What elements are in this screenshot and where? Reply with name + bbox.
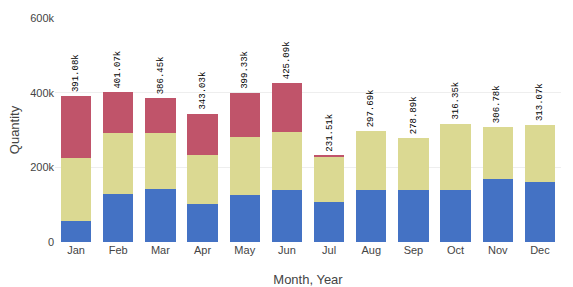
svg-text:231.51k: 231.51k bbox=[325, 114, 335, 152]
svg-text:316.35k: 316.35k bbox=[451, 82, 461, 120]
svg-text:399.33k: 399.33k bbox=[240, 51, 250, 89]
svg-text:391.08k: 391.08k bbox=[71, 54, 81, 92]
svg-text:May: May bbox=[234, 244, 255, 256]
svg-text:Feb: Feb bbox=[109, 244, 128, 256]
svg-text:600k: 600k bbox=[30, 12, 54, 24]
svg-text:Mar: Mar bbox=[151, 244, 170, 256]
svg-text:Dec: Dec bbox=[530, 244, 550, 256]
svg-text:Apr: Apr bbox=[194, 244, 211, 256]
svg-text:Month, Year: Month, Year bbox=[273, 272, 343, 287]
svg-text:400k: 400k bbox=[30, 87, 54, 99]
svg-text:313.07k: 313.07k bbox=[535, 83, 545, 121]
svg-text:386.45k: 386.45k bbox=[156, 56, 166, 94]
svg-text:Aug: Aug bbox=[361, 244, 381, 256]
svg-text:278.89k: 278.89k bbox=[409, 96, 419, 134]
svg-text:425.09k: 425.09k bbox=[282, 41, 292, 79]
svg-text:297.69k: 297.69k bbox=[366, 90, 376, 128]
svg-text:Jun: Jun bbox=[278, 244, 296, 256]
svg-text:Jul: Jul bbox=[322, 244, 336, 256]
svg-text:Quantity: Quantity bbox=[7, 105, 22, 154]
svg-text:Jan: Jan bbox=[67, 244, 85, 256]
svg-text:Sep: Sep bbox=[404, 244, 424, 256]
svg-text:343.03k: 343.03k bbox=[198, 72, 208, 110]
svg-text:401.07k: 401.07k bbox=[113, 51, 123, 89]
svg-text:306.78k: 306.78k bbox=[492, 85, 502, 123]
svg-text:200k: 200k bbox=[30, 161, 54, 173]
svg-text:0: 0 bbox=[48, 236, 54, 248]
svg-text:Oct: Oct bbox=[447, 244, 464, 256]
svg-text:Nov: Nov bbox=[488, 244, 508, 256]
